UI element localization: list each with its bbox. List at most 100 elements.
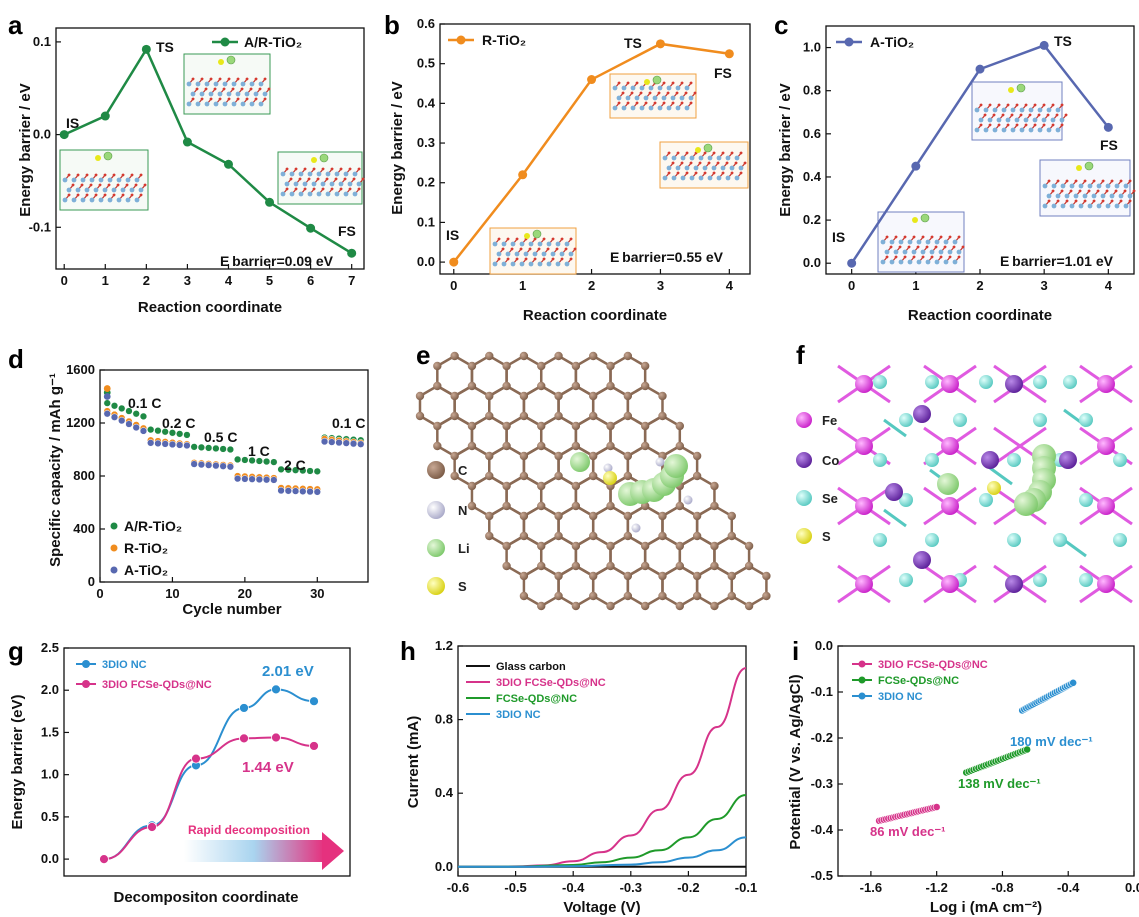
series-line-h [458,836,747,868]
n-atom [655,457,665,467]
data-point-d [176,430,184,438]
data-point-d [125,420,133,428]
structure-inset-c3 [1039,159,1136,217]
fe-se-bond [993,426,1021,448]
c-atom [589,471,598,481]
co-atom [913,551,931,569]
o-atom [671,81,675,85]
c-atom [537,541,546,551]
co-atom [1005,375,1023,393]
o-atom [139,173,143,177]
ti-atom [311,181,317,187]
o-atom [997,103,1001,107]
c-atom [606,381,615,391]
ti-atom [902,249,908,255]
data-point-d [132,410,140,418]
data-point-g [99,854,109,865]
se-atom [953,413,967,427]
c-atom [554,451,563,461]
o-atom [245,97,249,101]
o-atom [1074,179,1078,183]
ti-atom [1050,117,1056,123]
o-atom [249,87,253,91]
data-point-d [125,407,133,415]
o-atom [533,237,537,241]
series-line-a [63,46,353,255]
label-ts-c: TS [1054,33,1072,49]
data-point-d [219,445,227,453]
legend-e-c: C [458,463,468,478]
ti-atom [1127,193,1133,199]
ti-atom [107,177,113,183]
label-ts-b: TS [624,35,642,51]
plot-frame-b [439,23,751,275]
o-atom [685,171,689,175]
ti-atom [1028,107,1034,113]
legend-se-ball [796,490,812,506]
data-point-d [262,457,271,466]
fe-se-bond [1019,426,1047,448]
ti-atom [911,249,917,255]
o-atom [361,177,365,181]
axis-ticks-a: 0 1 2 3 4 5 6 7 -0.1 0.0 0.1 [29,34,356,288]
ti-atom [307,191,313,197]
legend-f: Fe Co Se S [796,412,839,544]
annotation-1-44: 1.44 eV [242,759,294,776]
panel-b: b 0 1 2 3 4 0.0 0.1 0.2 0.3 0.4 0.5 0.6 R-TiO₂ IS T… [384,10,751,324]
o-atom [671,101,675,105]
o-atom [1024,103,1028,107]
o-atom [1010,113,1014,117]
legend-label-h-2: 3DIO FCSe-QDs@NC [496,677,606,689]
ti-atom [293,181,299,187]
o-atom [988,123,992,127]
o-atom [635,81,639,85]
y-tick-label-h: 0.4 [435,785,454,800]
se-atom [873,533,887,547]
ti-atom [71,197,77,203]
x-tick-label-a: 4 [225,273,233,288]
o-atom [316,177,320,181]
data-point-d [328,438,336,446]
o-atom [1051,189,1055,193]
ti-atom [510,241,516,247]
o-atom [739,171,743,175]
ebarrier-c: E barrier=1.01 eV [1000,253,1114,269]
data-point-d [154,427,162,435]
data-point-d [212,444,220,453]
x-tick-label-a: 2 [143,273,150,288]
o-atom [1047,179,1051,183]
o-atom [639,91,643,95]
se-atom [1053,533,1067,547]
ti-atom [204,101,210,107]
o-atom [94,193,98,197]
ti-atom [75,187,81,193]
se-atom [925,533,939,547]
se-atom [1113,533,1127,547]
o-atom [626,101,630,105]
ti-atom [1051,203,1057,209]
legend-b: R-TiO₂ [448,32,526,48]
c-atom [640,561,650,571]
c-atom [502,481,511,491]
o-atom [321,187,325,191]
ti-atom [684,85,690,91]
o-atom [334,177,338,181]
ti-atom [1078,183,1084,189]
ti-atom [213,81,219,87]
o-atom [285,167,289,171]
data-point-d [241,475,249,483]
ti-atom [89,177,95,183]
ti-atom [496,251,502,257]
data-point-i [1023,745,1032,754]
c-atom [744,561,754,571]
ti-atom [316,171,322,177]
ti-atom [195,101,201,107]
o-atom [1001,113,1005,117]
ti-atom [289,191,295,197]
li-atom [226,55,236,65]
o-atom [617,81,621,85]
o-atom [1092,179,1096,183]
o-atom [1119,199,1123,203]
c-atom [710,601,719,611]
o-atom [263,77,267,81]
